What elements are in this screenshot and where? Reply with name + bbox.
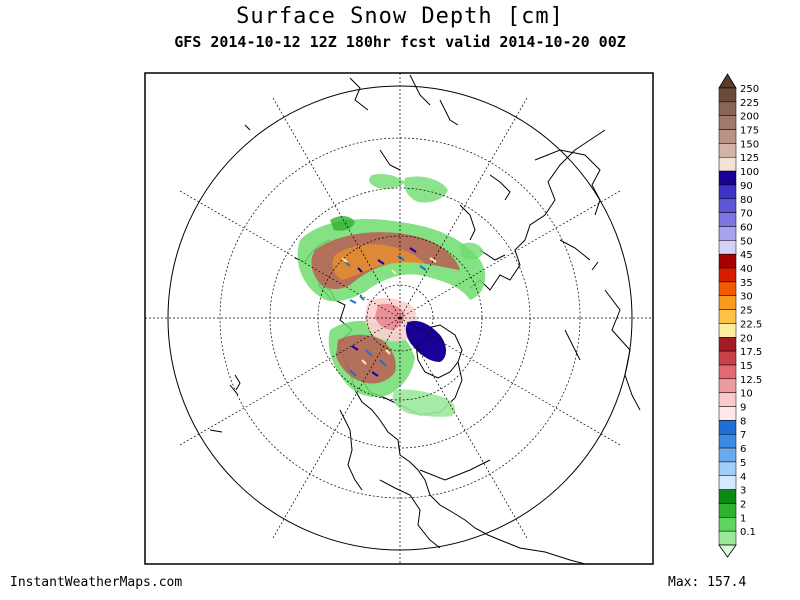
legend-label: 30 <box>740 292 753 303</box>
legend-swatch <box>718 198 737 213</box>
legend-swatch <box>718 115 737 130</box>
legend-label: 0.1 <box>740 527 756 538</box>
legend-bottom-arrow <box>718 544 737 558</box>
legend-swatch <box>718 392 737 407</box>
legend-label: 50 <box>740 236 753 247</box>
legend-label: 9 <box>740 403 746 414</box>
legend-label: 125 <box>740 153 759 164</box>
site-credit: InstantWeatherMaps.com <box>10 575 183 590</box>
map-title: Surface Snow Depth [cm] <box>236 4 564 29</box>
max-readout: Max: 157.4 <box>668 575 746 590</box>
legend-label: 20 <box>740 333 753 344</box>
legend-swatch <box>718 447 737 463</box>
legend-label: 8 <box>740 416 746 427</box>
legend-label: 3 <box>740 486 746 497</box>
legend-label: 70 <box>740 209 753 220</box>
legend-swatch <box>718 156 737 172</box>
legend-swatch <box>718 309 737 324</box>
legend-swatch <box>718 101 737 116</box>
legend-swatch <box>718 226 737 241</box>
legend-label: 1 <box>740 513 746 524</box>
legend-label: 80 <box>740 195 753 206</box>
legend-label: 225 <box>740 98 759 109</box>
legend-swatch <box>718 503 737 518</box>
map-boundary-circle <box>167 85 633 551</box>
map-content <box>145 73 653 564</box>
legend-label: 35 <box>740 278 753 289</box>
legend-swatch <box>718 267 737 283</box>
legend-label: 7 <box>740 430 746 441</box>
legend-swatch <box>718 489 737 504</box>
legend-label: 12.5 <box>740 375 762 386</box>
legend-swatch <box>718 253 737 269</box>
legend-label: 200 <box>740 112 759 123</box>
legend-label: 25 <box>740 306 753 317</box>
legend-swatch <box>718 281 737 296</box>
legend-swatch <box>718 433 737 449</box>
legend-label: 15 <box>740 361 753 372</box>
legend-label: 17.5 <box>740 347 762 358</box>
max-label: Max: <box>668 575 700 590</box>
legend-swatch <box>718 420 737 435</box>
legend-swatch <box>718 240 737 255</box>
legend-top-arrow <box>718 73 737 89</box>
legend-swatch <box>718 87 737 103</box>
legend-label: 60 <box>740 222 753 233</box>
legend-swatch <box>718 475 737 490</box>
legend-swatch <box>718 295 737 310</box>
legend-swatch <box>718 378 737 393</box>
legend-swatch <box>718 461 737 477</box>
legend-label: 45 <box>740 250 753 261</box>
legend-label: 6 <box>740 444 746 455</box>
legend-swatch <box>718 364 737 380</box>
legend-swatch <box>718 323 737 338</box>
legend-swatch <box>718 530 737 546</box>
legend-swatch <box>718 212 737 227</box>
legend-label: 4 <box>740 472 746 483</box>
legend-swatch <box>718 170 737 186</box>
legend-swatch <box>718 143 737 158</box>
graticule <box>145 73 653 564</box>
legend-swatch <box>718 350 737 366</box>
legend-label: 150 <box>740 139 759 150</box>
map-frame <box>144 72 654 565</box>
legend-swatch <box>718 337 737 352</box>
legend-label: 22.5 <box>740 319 762 330</box>
max-value: 157.4 <box>707 575 747 590</box>
legend-swatch <box>718 129 737 144</box>
map-subtitle: GFS 2014-10-12 12Z 180hr fcst valid 2014… <box>174 33 626 51</box>
legend-label: 10 <box>740 389 753 400</box>
legend-label: 5 <box>740 458 746 469</box>
snow-depth-field <box>297 173 486 417</box>
legend-label: 250 <box>740 84 759 95</box>
legend-swatch <box>718 517 737 532</box>
legend-label: 40 <box>740 264 753 275</box>
legend-label: 100 <box>740 167 759 178</box>
legend-label: 90 <box>740 181 753 192</box>
legend-swatch <box>718 184 737 200</box>
legend-label: 175 <box>740 126 759 137</box>
legend-swatch <box>718 406 737 421</box>
legend-label: 2 <box>740 499 746 510</box>
